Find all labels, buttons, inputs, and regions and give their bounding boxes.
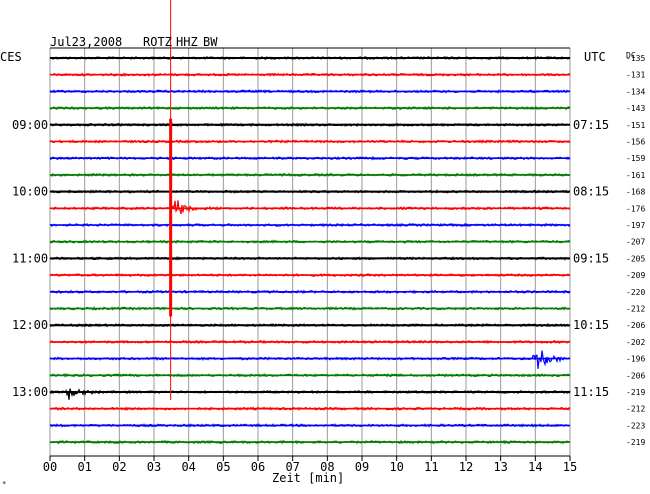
dc-offset-label: -135 xyxy=(626,54,645,63)
x-tick-label: 07 xyxy=(285,460,299,474)
left-time-label: 09:00 xyxy=(12,118,48,132)
dc-offset-label: -220 xyxy=(626,288,645,297)
trace-row-18 xyxy=(49,350,571,369)
dc-offset-label: -176 xyxy=(626,204,645,213)
dc-offset-label: -202 xyxy=(626,338,645,347)
dc-offset-label: -159 xyxy=(626,154,645,163)
minute-grid xyxy=(49,47,571,457)
dc-offset-label: -161 xyxy=(626,171,645,180)
left-time-label: 12:00 xyxy=(12,318,48,332)
dc-offset-label: -168 xyxy=(626,188,645,197)
dc-offset-label: -151 xyxy=(626,121,645,130)
x-tick-label: 01 xyxy=(77,460,91,474)
x-tick-label: 15 xyxy=(563,460,577,474)
x-tick-label: 12 xyxy=(459,460,473,474)
x-tick-label: 14 xyxy=(528,460,542,474)
dc-offset-label: -219 xyxy=(626,438,645,447)
svg-text:*: * xyxy=(2,480,6,488)
left-time-label: 13:00 xyxy=(12,385,48,399)
dc-offset-label: -212 xyxy=(626,405,645,414)
date-label: Jul23,2008 xyxy=(50,35,122,49)
x-tick-label: 04 xyxy=(181,460,195,474)
right-time-label: 11:15 xyxy=(573,385,609,399)
right-time-label: 08:15 xyxy=(573,185,609,199)
dc-offset-label: -205 xyxy=(626,254,645,263)
x-tick-label: 03 xyxy=(147,460,161,474)
dc-offset-label: -197 xyxy=(626,221,645,230)
x-tick-label: 08 xyxy=(320,460,334,474)
channel-label: HHZ xyxy=(176,35,198,49)
dc-offset-label: -223 xyxy=(626,421,645,430)
dc-header-label: DC xyxy=(626,51,636,60)
dc-offset-label: -219 xyxy=(626,388,645,397)
right-time-label: 07:15 xyxy=(573,118,609,132)
right-time-label: 10:15 xyxy=(573,318,609,332)
dc-offset-label: -206 xyxy=(626,321,645,330)
filter-label: BW xyxy=(203,35,218,49)
x-axis-ticks: 00 01 02 03 04 05 06 07 08 09 10 11 12 13 14 15 xyxy=(43,456,577,474)
x-tick-label: 05 xyxy=(216,460,230,474)
x-tick-label: 11 xyxy=(424,460,438,474)
station-label: ROTZ xyxy=(143,35,172,49)
dc-offset-label: -212 xyxy=(626,305,645,314)
left-time-label: 11:00 xyxy=(12,251,48,265)
x-tick-label: 00 xyxy=(43,460,57,474)
x-axis-label: Zeit [min] xyxy=(272,471,344,485)
right-time-label: 09:15 xyxy=(573,251,609,265)
seismic-traces: -135 -131 -134 -143 -151 -156 -159 -161 -168 -176… xyxy=(12,0,645,447)
trace-row-9 xyxy=(49,200,571,215)
corner-mark: * xyxy=(2,480,6,488)
dc-offset-label: -131 xyxy=(626,71,645,80)
dc-offset-label: -134 xyxy=(626,87,645,96)
dc-offset-label: -209 xyxy=(626,271,645,280)
x-tick-label: 10 xyxy=(389,460,403,474)
dc-offset-label: -196 xyxy=(626,355,645,364)
dc-offset-label: -156 xyxy=(626,138,645,147)
x-tick-label: 02 xyxy=(112,460,126,474)
x-tick-label: 06 xyxy=(251,460,265,474)
left-time-label: 10:00 xyxy=(12,185,48,199)
right-timezone-label: UTC xyxy=(584,50,606,64)
x-tick-label: 13 xyxy=(493,460,507,474)
x-tick-label: 09 xyxy=(355,460,369,474)
dc-offset-label: -206 xyxy=(626,371,645,380)
dc-offset-label: -143 xyxy=(626,104,645,113)
dc-offset-label: -207 xyxy=(626,238,645,247)
trace-row-20 xyxy=(49,388,571,400)
left-timezone-label: CES xyxy=(0,50,22,64)
